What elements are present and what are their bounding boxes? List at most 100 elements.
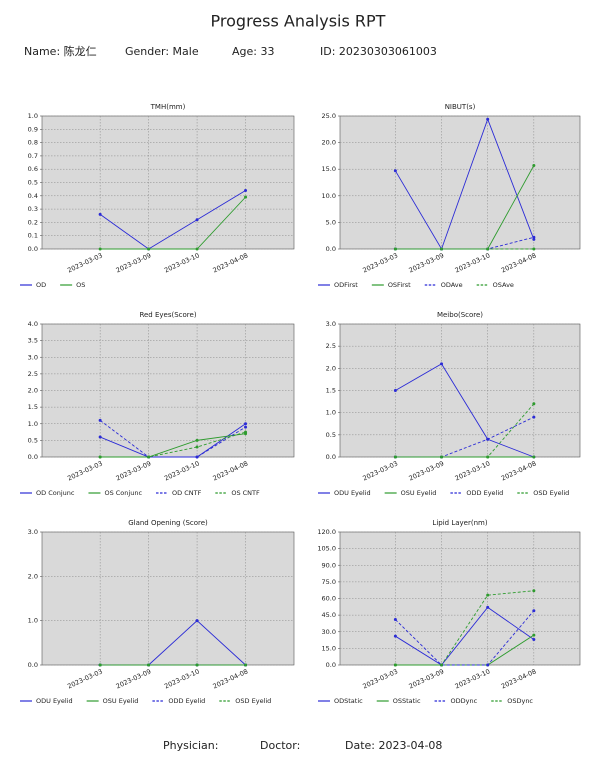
y-tick-label: 15.0 bbox=[322, 644, 336, 652]
data-point bbox=[393, 389, 397, 392]
data-point bbox=[532, 402, 536, 406]
data-point bbox=[147, 663, 151, 667]
y-tick-label: 0.0 bbox=[326, 245, 336, 253]
patient-id: ID: 20230303061003 bbox=[320, 45, 437, 58]
legend-label: OD Conjunc bbox=[36, 489, 75, 497]
series-line bbox=[395, 236, 534, 250]
y-tick-label: 1.0 bbox=[326, 409, 336, 417]
data-point bbox=[195, 663, 199, 667]
y-tick-label: 0.5 bbox=[326, 431, 336, 439]
y-tick-label: 2.5 bbox=[28, 370, 38, 378]
y-tick-label: 0.9 bbox=[28, 125, 38, 133]
data-point bbox=[393, 618, 397, 622]
y-tick-label: 5.0 bbox=[326, 218, 336, 226]
data-point bbox=[244, 430, 248, 434]
y-tick-label: 90.0 bbox=[322, 561, 336, 569]
y-tick-label: 0.0 bbox=[326, 453, 336, 461]
data-point bbox=[244, 422, 248, 426]
legend-label: OSFirst bbox=[388, 281, 411, 289]
y-tick-label: 1.0 bbox=[28, 420, 38, 428]
series-line bbox=[99, 190, 246, 250]
x-tick-label: 2023-04-08 bbox=[212, 251, 250, 274]
patient-age: Age: 33 bbox=[232, 45, 274, 58]
legend-label: OD bbox=[36, 281, 46, 289]
data-point bbox=[486, 117, 490, 121]
y-tick-label: 1.0 bbox=[28, 617, 38, 625]
legend-label: OSStatic bbox=[393, 697, 421, 705]
legend-label: OSD Eyelid bbox=[533, 489, 569, 497]
y-tick-label: 1.5 bbox=[28, 403, 38, 411]
y-tick-label: 20.0 bbox=[322, 139, 336, 147]
data-point bbox=[486, 437, 490, 441]
data-point bbox=[244, 425, 248, 429]
data-point bbox=[195, 247, 199, 251]
y-tick-label: 0.4 bbox=[28, 192, 38, 200]
data-point bbox=[244, 188, 248, 192]
data-point bbox=[147, 247, 151, 251]
y-tick-label: 3.0 bbox=[28, 353, 38, 361]
data-point bbox=[393, 169, 397, 173]
legend-label: ODU Eyelid bbox=[334, 489, 371, 497]
x-tick-label: 2023-03-10 bbox=[454, 667, 492, 690]
x-tick-label: 2023-04-08 bbox=[212, 459, 250, 482]
legend-label: OSDync bbox=[507, 697, 533, 705]
y-tick-label: 3.0 bbox=[28, 528, 38, 536]
y-tick-label: 2.5 bbox=[326, 342, 336, 350]
y-tick-label: 0.3 bbox=[28, 205, 38, 213]
data-point bbox=[486, 455, 490, 459]
data-point bbox=[532, 163, 536, 167]
series-line bbox=[99, 420, 246, 458]
data-point bbox=[195, 438, 199, 442]
data-point bbox=[195, 445, 199, 449]
y-tick-label: 0.0 bbox=[28, 661, 38, 669]
legend-label: OS CNTF bbox=[231, 489, 260, 497]
data-point bbox=[98, 418, 102, 422]
legend-label: ODDync bbox=[451, 697, 478, 705]
data-point bbox=[532, 247, 536, 251]
x-tick-label: 2023-03-09 bbox=[115, 667, 153, 690]
x-tick-label: 2023-03-03 bbox=[66, 459, 104, 482]
chart-title: Lipid Layer(nm) bbox=[432, 519, 487, 527]
legend-label: OSD Eyelid bbox=[235, 697, 271, 705]
y-tick-label: 0.5 bbox=[28, 179, 38, 187]
x-tick-label: 2023-04-08 bbox=[500, 667, 538, 690]
y-tick-label: 0.1 bbox=[28, 232, 38, 240]
x-tick-label: 2023-03-09 bbox=[408, 667, 446, 690]
series-line bbox=[394, 117, 535, 251]
x-tick-label: 2023-03-09 bbox=[408, 251, 446, 274]
data-point bbox=[393, 455, 397, 459]
y-tick-label: 15.0 bbox=[322, 165, 336, 173]
data-point bbox=[393, 247, 397, 251]
data-point bbox=[195, 455, 199, 459]
y-tick-label: 0.0 bbox=[28, 453, 38, 461]
y-tick-label: 2.0 bbox=[326, 364, 336, 372]
chart-title: TMH(mm) bbox=[150, 103, 186, 111]
y-tick-label: 30.0 bbox=[322, 628, 336, 636]
series-line bbox=[100, 196, 246, 250]
data-point bbox=[98, 663, 102, 667]
y-tick-label: 0.8 bbox=[28, 139, 38, 147]
y-tick-label: 60.0 bbox=[322, 595, 336, 603]
plot-area bbox=[339, 115, 581, 250]
legend-label: OS bbox=[76, 281, 85, 289]
series-line bbox=[395, 610, 535, 666]
series-line bbox=[395, 165, 535, 250]
legend-label: OSU Eyelid bbox=[103, 697, 139, 705]
x-tick-label: 2023-04-08 bbox=[500, 459, 538, 482]
data-point bbox=[486, 663, 490, 667]
data-point bbox=[532, 235, 536, 239]
y-tick-label: 0.2 bbox=[28, 218, 38, 226]
data-point bbox=[98, 455, 102, 459]
series-line bbox=[395, 606, 535, 666]
data-point bbox=[440, 455, 444, 459]
x-tick-label: 2023-03-10 bbox=[163, 667, 201, 690]
patient-gender: Gender: Male bbox=[125, 45, 199, 58]
y-tick-label: 2.0 bbox=[28, 572, 38, 580]
report-date: Date: 2023-04-08 bbox=[345, 739, 442, 752]
y-tick-label: 3.5 bbox=[28, 337, 38, 345]
data-point bbox=[393, 663, 397, 667]
y-tick-label: 4.0 bbox=[28, 320, 38, 328]
chart: Lipid Layer(nm) 0.0 15.0 30.0 45.0 60.0 75.0 90… bbox=[317, 519, 581, 705]
data-point bbox=[532, 633, 536, 637]
